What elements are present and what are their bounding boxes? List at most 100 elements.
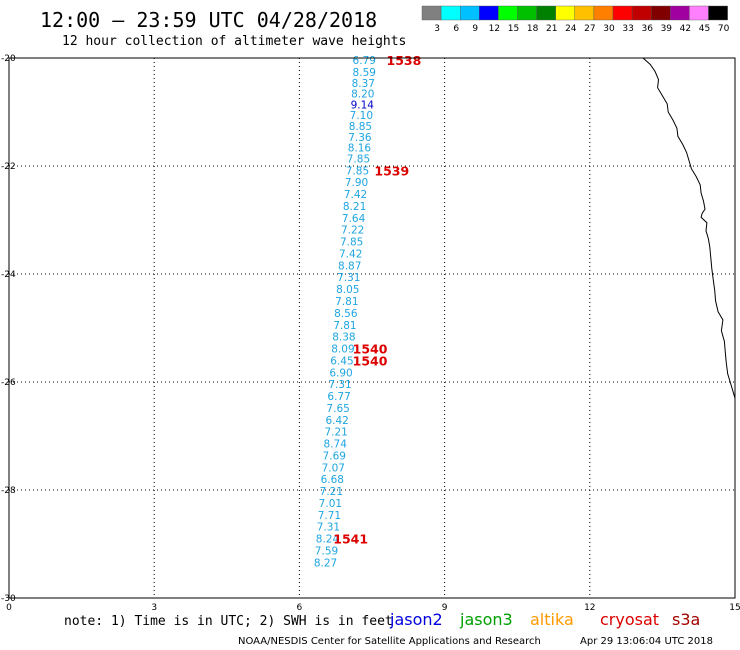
wave-height-value: 6.68	[321, 474, 344, 486]
colorbar-label: 36	[641, 24, 653, 34]
wave-height-value: 8.05	[336, 284, 359, 296]
wave-height-value: 8.37	[352, 78, 375, 90]
wave-height-value: 6.45	[330, 355, 353, 367]
colorbar-label: 3	[434, 24, 440, 34]
satellite-jason2: jason2	[389, 610, 443, 629]
y-tick-label: -28	[1, 486, 16, 496]
wave-height-value: 6.90	[329, 367, 352, 379]
wave-height-value: 7.21	[320, 486, 343, 498]
wave-height-value: 6.79	[353, 55, 376, 67]
wave-height-value: 7.10	[350, 110, 373, 122]
colorbar-label: 9	[472, 24, 478, 34]
colorbar-swatch	[479, 5, 499, 21]
colorbar-swatch	[631, 5, 652, 21]
wave-height-labels: 6.798.598.378.209.147.108.857.368.167.85…	[314, 55, 376, 569]
chart-subtitle: 12 hour collection of altimeter wave hei…	[62, 34, 406, 49]
wave-height-value: 7.71	[318, 510, 341, 522]
colorbar-swatch	[460, 5, 480, 21]
wave-height-value: 7.42	[339, 248, 362, 260]
colorbar-swatch	[670, 5, 690, 21]
wave-height-value: 8.21	[343, 201, 366, 213]
coastline	[642, 57, 736, 399]
wave-height-value: 7.36	[348, 132, 372, 144]
colorbar-swatch	[574, 5, 595, 21]
wave-height-value: 7.81	[335, 296, 358, 308]
wave-height-value: 7.90	[345, 177, 368, 189]
wave-height-value: 8.59	[353, 67, 376, 79]
wave-height-value: 7.64	[342, 213, 366, 225]
wave-height-value: 7.85	[347, 153, 370, 165]
y-tick-label: -20	[1, 54, 16, 64]
chart-title: 12:00 – 23:59 UTC 04/28/2018	[40, 8, 377, 32]
wave-height-value: 8.16	[348, 143, 372, 155]
colorbar-swatch	[689, 5, 709, 21]
colorbar-label: 24	[565, 24, 577, 34]
wave-height-value: 7.59	[315, 545, 338, 557]
x-tick-label: 12	[584, 603, 595, 613]
colorbar-label: 42	[680, 24, 691, 34]
wave-height-value: 7.65	[326, 403, 349, 415]
colorbar-swatch	[440, 5, 461, 21]
colorbar-label: 27	[584, 24, 595, 34]
wave-height-value: 8.74	[324, 439, 348, 451]
colorbar-label: 39	[661, 24, 673, 34]
wave-height-value: 7.01	[319, 498, 342, 510]
satellite-jason3: jason3	[459, 610, 513, 629]
coastline-path	[642, 57, 736, 399]
wave-height-value: 8.09	[331, 344, 354, 356]
wave-height-value: 7.07	[322, 462, 345, 474]
wave-height-value: 8.24	[316, 534, 340, 546]
colorbar-swatch	[555, 5, 576, 21]
colorbar-label: 30	[603, 24, 615, 34]
wave-height-value: 7.31	[317, 522, 340, 534]
wave-height-value: 7.85	[346, 165, 369, 177]
x-axis-ticks: 0 3 6 9 12 15	[6, 603, 740, 613]
wave-height-value: 9.14	[351, 99, 375, 111]
credit-line: NOAA/NESDIS Center for Satellite Applica…	[238, 636, 541, 647]
x-tick-label: 3	[151, 603, 157, 613]
x-tick-label: 0	[6, 603, 12, 613]
satellite-s3a: s3a	[672, 610, 700, 629]
colorbar-label: 45	[699, 24, 710, 34]
satellite-cryosat: cryosat	[600, 610, 659, 629]
colorbar-swatch	[536, 5, 556, 21]
colorbar-label: 6	[453, 24, 459, 34]
wave-height-value: 7.85	[340, 237, 363, 249]
pass-label: 1541	[333, 532, 368, 547]
wave-height-value: 7.42	[344, 189, 367, 201]
wave-height-value: 8.85	[349, 121, 372, 133]
colorbar-label: 70	[718, 24, 730, 34]
colorbar-swatch	[498, 5, 518, 21]
colorbar-swatch	[593, 5, 614, 21]
pass-label: 1539	[374, 163, 409, 178]
pass-label: 1538	[387, 53, 422, 68]
wave-height-value: 8.27	[314, 557, 337, 569]
colorbar-swatch	[421, 5, 442, 21]
wave-height-value: 8.87	[338, 260, 361, 272]
wave-height-value: 7.21	[324, 427, 347, 439]
colorbar-label: 33	[622, 24, 633, 34]
y-tick-label: -22	[1, 162, 16, 172]
colorbar-label: 12	[489, 24, 500, 34]
colorbar-label: 21	[546, 24, 557, 34]
y-tick-label: -24	[1, 270, 16, 280]
y-axis-ticks: -20 -22 -24 -26 -28 -30	[1, 54, 16, 604]
satellite-altika: altika	[530, 610, 574, 629]
wave-height-value: 7.81	[333, 320, 356, 332]
plot-area: 6.798.598.378.209.147.108.857.368.167.85…	[1, 53, 740, 613]
colorbar-label: 18	[527, 24, 539, 34]
wave-height-value: 7.31	[337, 272, 360, 284]
y-tick-label: -30	[1, 594, 16, 604]
x-tick-label: 9	[442, 603, 448, 613]
wave-height-value: 7.69	[323, 450, 346, 462]
wave-height-value: 7.31	[328, 379, 351, 391]
wave-height-value: 8.56	[334, 308, 358, 320]
timestamp: Apr 29 13:06:04 UTC 2018	[580, 636, 713, 647]
colorbar-label: 15	[508, 24, 519, 34]
wave-height-value: 6.42	[325, 415, 348, 427]
y-tick-label: -26	[1, 378, 16, 388]
wave-height-value: 8.38	[332, 332, 355, 344]
satellite-legend: jason2 jason3 altika cryosat s3a	[389, 610, 700, 629]
